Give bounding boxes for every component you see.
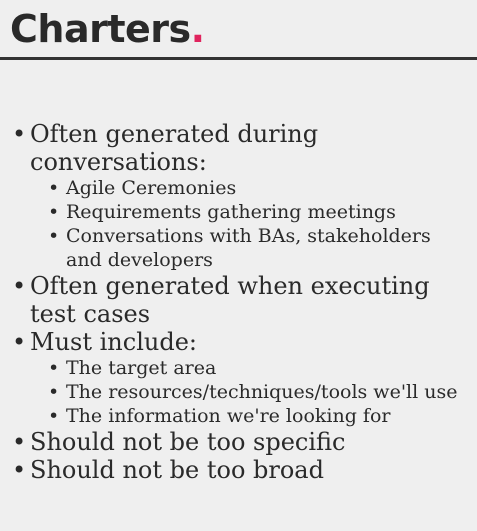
sub-bullet-item: • The resources/techniques/tools we'll us… (48, 380, 472, 404)
bullet-text: Should not be too broad (30, 456, 324, 484)
sub-bullet-icon: • (48, 357, 60, 379)
sub-bullet-text: Agile Ceremonies (66, 177, 237, 199)
sub-bullet-text: The information we're looking for (66, 405, 391, 427)
bullet-text: Often generated during conversations: (30, 120, 319, 176)
bullet-item: • Should not be too specific (12, 428, 472, 456)
bullet-text: Must include: (30, 328, 197, 356)
title-divider (0, 57, 477, 60)
sub-bullet-icon: • (48, 201, 60, 223)
bullet-icon: • (12, 428, 27, 456)
sub-bullet-icon: • (48, 405, 60, 427)
sub-bullet-list: • The target area • The resources/techniqu… (30, 356, 472, 428)
bullet-icon: • (12, 272, 27, 300)
bullet-item: • Often generated when executing test ca… (12, 272, 472, 328)
sub-bullet-text: The target area (66, 357, 217, 379)
sub-bullet-item: • Agile Ceremonies (48, 176, 472, 200)
sub-bullet-text: Requirements gathering meetings (66, 201, 396, 223)
sub-bullet-item: • The information we're looking for (48, 404, 472, 428)
sub-bullet-text: Conversations with BAs, stakeholders and… (66, 225, 431, 271)
bullet-content: • Often generated during conversations: … (12, 120, 472, 484)
bullet-list: • Often generated during conversations: … (12, 120, 472, 484)
sub-bullet-icon: • (48, 381, 60, 403)
bullet-icon: • (12, 328, 27, 356)
bullet-item: • Must include: • The target area • The re… (12, 328, 472, 428)
slide-title-text: Charters (10, 7, 191, 51)
sub-bullet-icon: • (48, 225, 60, 247)
bullet-icon: • (12, 456, 27, 484)
bullet-item: • Often generated during conversations: … (12, 120, 472, 272)
sub-bullet-list: • Agile Ceremonies • Requirements gatherin… (30, 176, 472, 272)
bullet-icon: • (12, 120, 27, 148)
bullet-text: Should not be too specific (30, 428, 346, 456)
slide-title: Charters. (10, 4, 205, 54)
bullet-text: Often generated when executing test case… (30, 272, 430, 328)
sub-bullet-text: The resources/techniques/tools we'll use (66, 381, 458, 403)
sub-bullet-item: • The target area (48, 356, 472, 380)
sub-bullet-item: • Requirements gathering meetings (48, 200, 472, 224)
bullet-item: • Should not be too broad (12, 456, 472, 484)
sub-bullet-icon: • (48, 177, 60, 199)
slide-title-dot: . (190, 7, 205, 51)
sub-bullet-item: • Conversations with BAs, stakeholders an… (48, 224, 472, 272)
